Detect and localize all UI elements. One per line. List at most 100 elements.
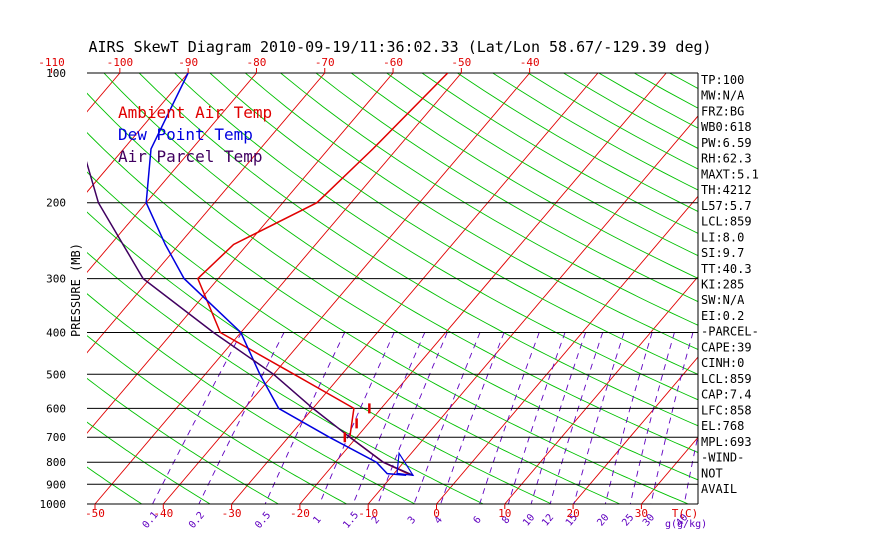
index-entry: RH:62.3 bbox=[701, 152, 752, 166]
index-entry: LFC:858 bbox=[701, 403, 752, 417]
isotherm-line bbox=[299, 73, 667, 504]
bottom-temp-label: -40 bbox=[153, 507, 173, 520]
top-temp-label: -50 bbox=[451, 56, 471, 69]
dry-adiabat-line bbox=[87, 92, 698, 481]
bottom-temp-label: -50 bbox=[85, 507, 105, 520]
bottom-temp-label: 30 bbox=[635, 507, 648, 520]
index-entry: EI:0.2 bbox=[701, 309, 744, 323]
dry-adiabat-line bbox=[245, 73, 698, 350]
mixing-ratio-label: 0.2 bbox=[187, 510, 207, 531]
dewpoint-line bbox=[145, 73, 407, 477]
dry-adiabat-line bbox=[0, 73, 5, 504]
index-entry: L57:5.7 bbox=[701, 199, 752, 213]
dry-adiabat-line bbox=[87, 251, 484, 504]
index-entry: NOT bbox=[701, 466, 723, 480]
bottom-temp-label: -20 bbox=[290, 507, 310, 520]
isotherm-line bbox=[87, 73, 189, 193]
y-axis-label: PRESSURE (MB) bbox=[69, 243, 83, 337]
index-entry: MW:N/A bbox=[701, 89, 745, 103]
dry-adiabat-line bbox=[351, 73, 698, 279]
isotherm-line bbox=[641, 436, 698, 504]
mixing-ratio-label: 3 bbox=[406, 515, 418, 527]
isotherm-line bbox=[0, 73, 52, 504]
mixing-ratio-line bbox=[629, 332, 675, 504]
mixing-ratio-label: 1 bbox=[311, 515, 323, 527]
pressure-tick-label: 300 bbox=[46, 273, 66, 286]
parcel-temp-line bbox=[87, 160, 414, 476]
dry-adiabat-line bbox=[174, 73, 698, 401]
legend-entry: Dew Point Temp bbox=[118, 125, 253, 144]
index-entry: AVAIL bbox=[701, 482, 737, 496]
chart-title: AIRS SkewT Diagram 2010-09-19/11:36:02.3… bbox=[88, 38, 711, 56]
top-temp-label: -90 bbox=[178, 56, 198, 69]
top-temp-label: -70 bbox=[315, 56, 335, 69]
surface-wind-marker bbox=[396, 451, 415, 477]
index-entry: CINH:0 bbox=[701, 356, 744, 370]
index-entry: TP:100 bbox=[701, 73, 744, 87]
dry-adiabat-line bbox=[138, 73, 698, 427]
dry-adiabat-line bbox=[315, 73, 698, 303]
top-temp-label: -60 bbox=[383, 56, 403, 69]
dry-adiabat-line bbox=[457, 73, 698, 213]
index-entry: SW:N/A bbox=[701, 293, 745, 307]
axis-ticks: 0.1 0.2 0.5 1 1.5 2 3 4 6 8 10 12 15 20 25 30 40g(g/kg)1… bbox=[38, 56, 707, 531]
legend-entry: Ambient Air Temp bbox=[118, 103, 272, 122]
pressure-tick-label: 600 bbox=[46, 402, 66, 415]
mixing-ratio-line bbox=[198, 332, 285, 504]
mixing-ratio-line bbox=[650, 332, 694, 504]
pressure-tick-label: 200 bbox=[46, 197, 66, 210]
pressure-tick-label: 700 bbox=[46, 431, 66, 444]
pressure-tick-label: 900 bbox=[46, 478, 66, 491]
index-entry: FRZ:BG bbox=[701, 104, 744, 118]
isotherm-line bbox=[94, 73, 462, 504]
mixing-ratio-line bbox=[319, 332, 395, 504]
index-entry: PW:6.59 bbox=[701, 136, 752, 150]
index-entry: -WIND- bbox=[701, 451, 744, 465]
mixing-ratio-label: 8 bbox=[500, 515, 512, 527]
pressure-tick-label: 500 bbox=[46, 368, 66, 381]
bottom-temp-label: 10 bbox=[498, 507, 511, 520]
isotherm-line bbox=[87, 73, 326, 354]
index-entry: EL:768 bbox=[701, 419, 744, 433]
dry-adiabat-line bbox=[87, 377, 279, 504]
index-entry: MPL:693 bbox=[701, 435, 752, 449]
dry-adiabat-line bbox=[386, 73, 698, 257]
legend-entry: Air Parcel Temp bbox=[118, 147, 263, 166]
index-entry: -PARCEL- bbox=[701, 325, 759, 339]
index-entry: LI:8.0 bbox=[701, 230, 744, 244]
dry-adiabat-line bbox=[527, 73, 698, 170]
dry-adiabat-line bbox=[87, 293, 416, 504]
mixing-ratio-line bbox=[440, 332, 505, 504]
dry-adiabat-line bbox=[87, 335, 347, 504]
mixing-ratio-label: 0.5 bbox=[253, 510, 273, 531]
temp-unit-label: T(C) bbox=[672, 507, 699, 520]
pressure-tick-label: 800 bbox=[46, 456, 66, 469]
index-entry: MAXT:5.1 bbox=[701, 167, 759, 181]
legend: Ambient Air Temp Dew Point Temp Air Parcel… bbox=[118, 103, 272, 166]
bottom-temp-label: 0 bbox=[433, 507, 440, 520]
index-entry: SI:9.7 bbox=[701, 246, 744, 260]
isotherm-line bbox=[572, 356, 698, 504]
mixing-ratio-label: 6 bbox=[472, 515, 484, 527]
top-temp-label: -80 bbox=[247, 56, 267, 69]
mixing-ratio-line bbox=[507, 332, 566, 504]
pressure-tick-label: 1000 bbox=[40, 498, 67, 511]
dry-adiabat-line bbox=[103, 73, 698, 453]
top-temp-label: -110 bbox=[38, 56, 65, 69]
mixing-ratio-label: 12 bbox=[540, 512, 556, 528]
dry-adiabat-line bbox=[669, 73, 698, 90]
index-entry: WB0:618 bbox=[701, 120, 752, 134]
bottom-temp-label: -10 bbox=[358, 507, 378, 520]
bottom-temp-label: -30 bbox=[222, 507, 242, 520]
mixing-ratio-label: 2 bbox=[370, 515, 382, 527]
dry-adiabat-line bbox=[87, 466, 143, 504]
profile-lines bbox=[87, 73, 449, 477]
isotherm-line bbox=[778, 73, 870, 504]
isotherm-line bbox=[87, 73, 394, 434]
isotherm-line bbox=[846, 73, 870, 504]
mixing-ratio-line bbox=[573, 332, 625, 504]
dry-adiabat-line bbox=[280, 73, 698, 326]
index-entry: KI:285 bbox=[701, 277, 744, 291]
mixing-ratio-line bbox=[152, 332, 242, 504]
